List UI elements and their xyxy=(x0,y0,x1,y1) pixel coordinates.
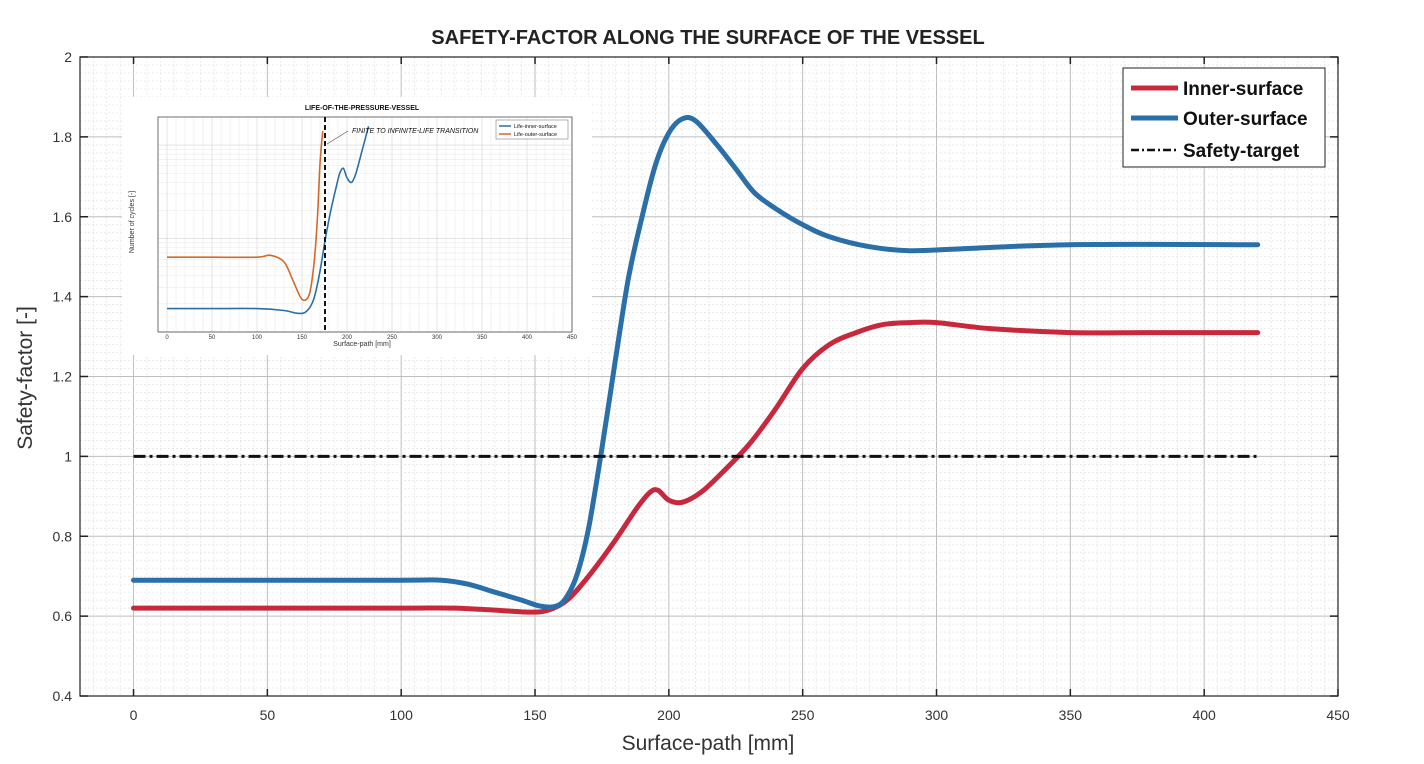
legend: Inner-surface Outer-surface Safety-targe… xyxy=(1122,67,1326,168)
x-tick-label: 250 xyxy=(791,707,815,723)
axis-ticks: 0 50 100 150 200 250 300 350 400 4500.40.60.811.2… xyxy=(53,49,1350,723)
inset-plot-frame xyxy=(157,116,573,333)
legend-label-outer: Outer-surface xyxy=(1183,109,1308,130)
x-tick-label: 400 xyxy=(1192,707,1216,723)
inset-x-axis-label: Surface-path [mm] xyxy=(333,341,391,348)
x-axis-label: Surface-path [mm] xyxy=(622,732,795,755)
x-tick-label: 200 xyxy=(657,707,681,723)
x-tick-label: 450 xyxy=(1326,707,1350,723)
inset-x-tick-label: 200 xyxy=(342,335,353,341)
inset-x-tick-label: 400 xyxy=(522,335,533,341)
inset-x-tick-label: 0 xyxy=(165,335,169,341)
y-tick-label: 1 xyxy=(64,448,72,464)
inset-x-tick-label: 50 xyxy=(209,335,216,341)
y-tick-label: 2 xyxy=(64,49,72,65)
series-inner-surface xyxy=(131,319,1261,615)
annotation-arrow xyxy=(326,130,349,145)
inset-chart: LIFE-OF-THE-PRESSURE-VESSEL 0 50 100 150 200… xyxy=(122,97,592,355)
transition-annotation: FINITE TO INFINITE-LIFE TRANSITION xyxy=(352,128,479,135)
y-tick-label: 0.6 xyxy=(53,608,73,624)
inset-x-tick-label: 250 xyxy=(387,335,398,341)
inset-legend-box xyxy=(495,119,569,140)
inset-legend: Life-inner-surface Life-outer-surface xyxy=(495,119,569,140)
inset-title: LIFE-OF-THE-PRESSURE-VESSEL xyxy=(305,105,420,112)
series-outer-surface xyxy=(131,115,1261,610)
x-tick-label: 100 xyxy=(390,707,414,723)
y-axis-label: Safety-factor [-] xyxy=(14,306,37,450)
inset-background xyxy=(122,97,592,355)
inset-x-tick-label: 300 xyxy=(432,335,443,341)
y-tick-label: 0.4 xyxy=(53,688,73,704)
y-tick-label: 1.2 xyxy=(53,369,73,385)
legend-label-target: Safety-target xyxy=(1183,141,1300,162)
inset-x-tick-label: 100 xyxy=(252,335,263,341)
inset-series-life-outer xyxy=(166,130,324,302)
inset-x-tick-label: 450 xyxy=(567,335,578,341)
inset-series-life-inner xyxy=(167,126,370,315)
y-tick-label: 1.4 xyxy=(53,289,73,305)
inset-legend-label-outer: Life-outer-surface xyxy=(514,132,557,138)
inset-x-tick-label: 150 xyxy=(297,335,308,341)
inset-legend-label-inner: Life-inner-surface xyxy=(514,124,557,130)
legend-box xyxy=(1122,67,1326,168)
x-tick-label: 150 xyxy=(523,707,547,723)
inset-y-axis-label: Number of cycles [-] xyxy=(129,191,136,253)
inset-axis-ticks: 0 50 100 150 200 250 300 350 400 450 xyxy=(165,335,577,341)
plot-series xyxy=(131,115,1261,615)
y-tick-label: 1.8 xyxy=(53,129,73,145)
x-tick-label: 0 xyxy=(130,707,138,723)
chart-title: SAFETY-FACTOR ALONG THE SURFACE OF THE V… xyxy=(431,27,984,49)
x-tick-label: 300 xyxy=(925,707,949,723)
inset-x-tick-label: 350 xyxy=(477,335,488,341)
y-tick-label: 1.6 xyxy=(53,209,73,225)
x-tick-label: 350 xyxy=(1059,707,1083,723)
inset-series xyxy=(166,126,370,315)
legend-label-inner: Inner-surface xyxy=(1183,79,1303,100)
y-tick-label: 0.8 xyxy=(53,528,73,544)
x-tick-label: 50 xyxy=(260,707,276,723)
